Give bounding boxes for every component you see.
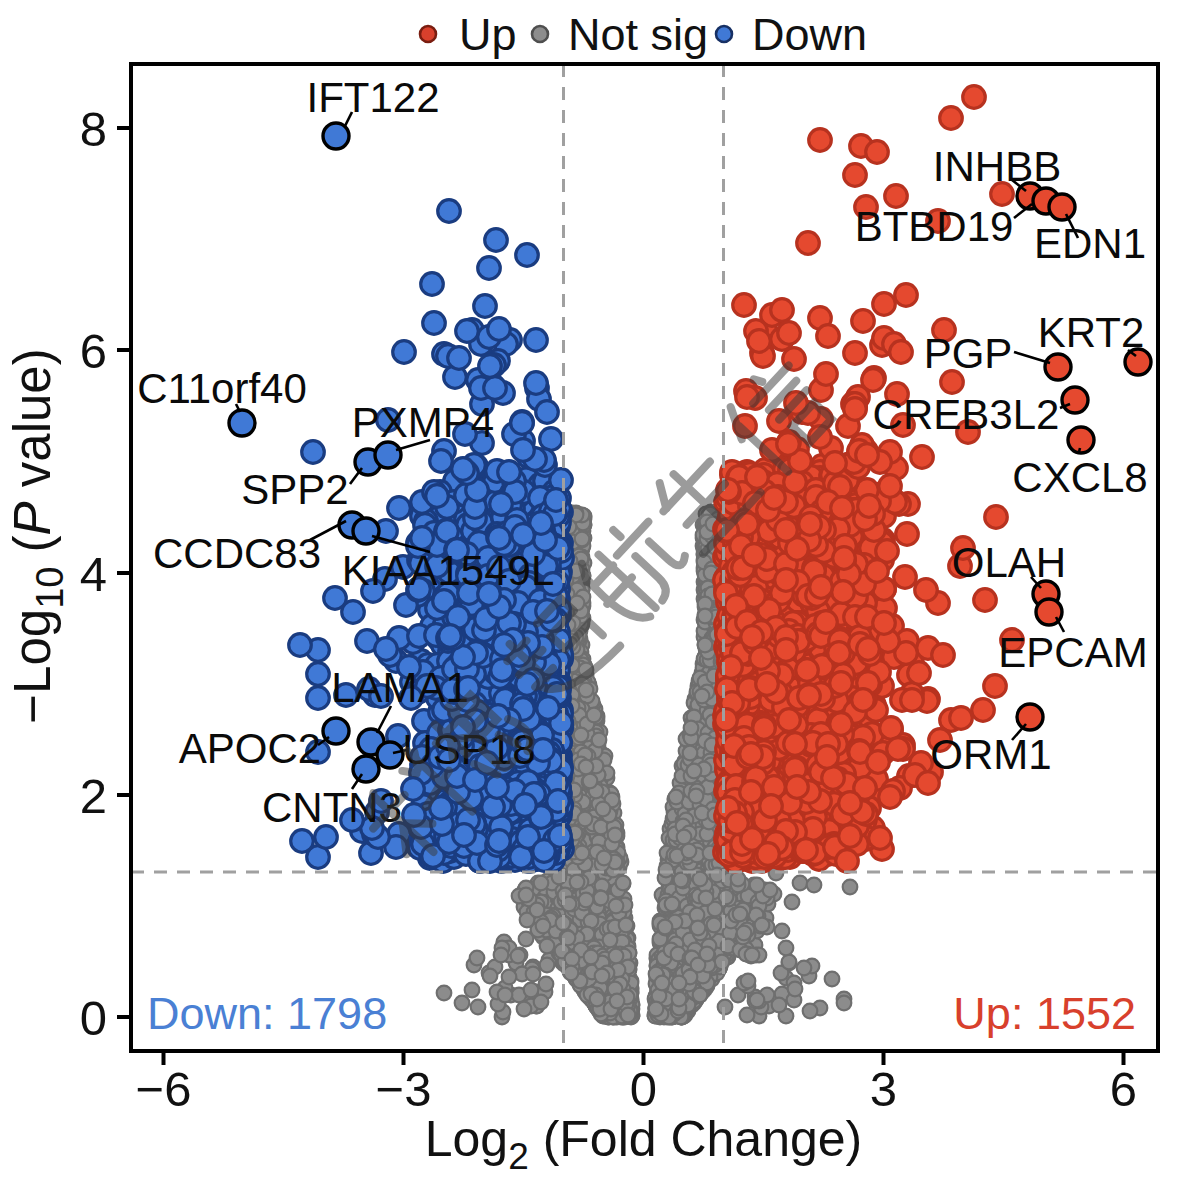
svg-text:0: 0 — [80, 991, 107, 1045]
svg-text:−Log10 (P value): −Log10 (P value) — [4, 348, 71, 723]
svg-text:CREB3L2: CREB3L2 — [873, 391, 1060, 438]
svg-text:INHBB: INHBB — [933, 143, 1061, 190]
svg-text:−3: −3 — [376, 1062, 432, 1116]
svg-text:CXCL8: CXCL8 — [1012, 454, 1147, 501]
svg-text:6: 6 — [1110, 1062, 1137, 1116]
svg-text:KIAA1549L: KIAA1549L — [342, 547, 555, 594]
svg-text:SPP2: SPP2 — [241, 466, 348, 513]
svg-text:Down: 1798: Down: 1798 — [147, 988, 387, 1039]
svg-text:ORM1: ORM1 — [930, 731, 1051, 778]
svg-text:CCDC83: CCDC83 — [153, 530, 321, 577]
svg-text:APOC2: APOC2 — [179, 725, 321, 772]
svg-text:IFT122: IFT122 — [306, 74, 439, 121]
svg-text:PGP: PGP — [924, 330, 1013, 377]
svg-text:Up: Up — [459, 9, 517, 60]
svg-text:8: 8 — [80, 102, 107, 156]
svg-text:PXMP4: PXMP4 — [352, 399, 494, 446]
svg-text:KRT2: KRT2 — [1038, 309, 1145, 356]
svg-text:6: 6 — [80, 324, 107, 378]
svg-text:Down: Down — [752, 9, 867, 60]
svg-text:EPCAM: EPCAM — [998, 629, 1147, 676]
svg-text:EDN1: EDN1 — [1034, 220, 1146, 267]
svg-text:Not sig: Not sig — [568, 9, 708, 60]
svg-text:2: 2 — [80, 769, 107, 823]
svg-text:4: 4 — [80, 547, 107, 601]
svg-text:Up: 1552: Up: 1552 — [953, 988, 1136, 1039]
svg-text:OLAH: OLAH — [952, 539, 1066, 586]
svg-text:−6: −6 — [136, 1062, 192, 1116]
svg-text:BTBD19: BTBD19 — [855, 203, 1014, 250]
svg-text:C11orf40: C11orf40 — [137, 365, 307, 412]
svg-text:3: 3 — [870, 1062, 897, 1116]
svg-text:0: 0 — [630, 1062, 657, 1116]
